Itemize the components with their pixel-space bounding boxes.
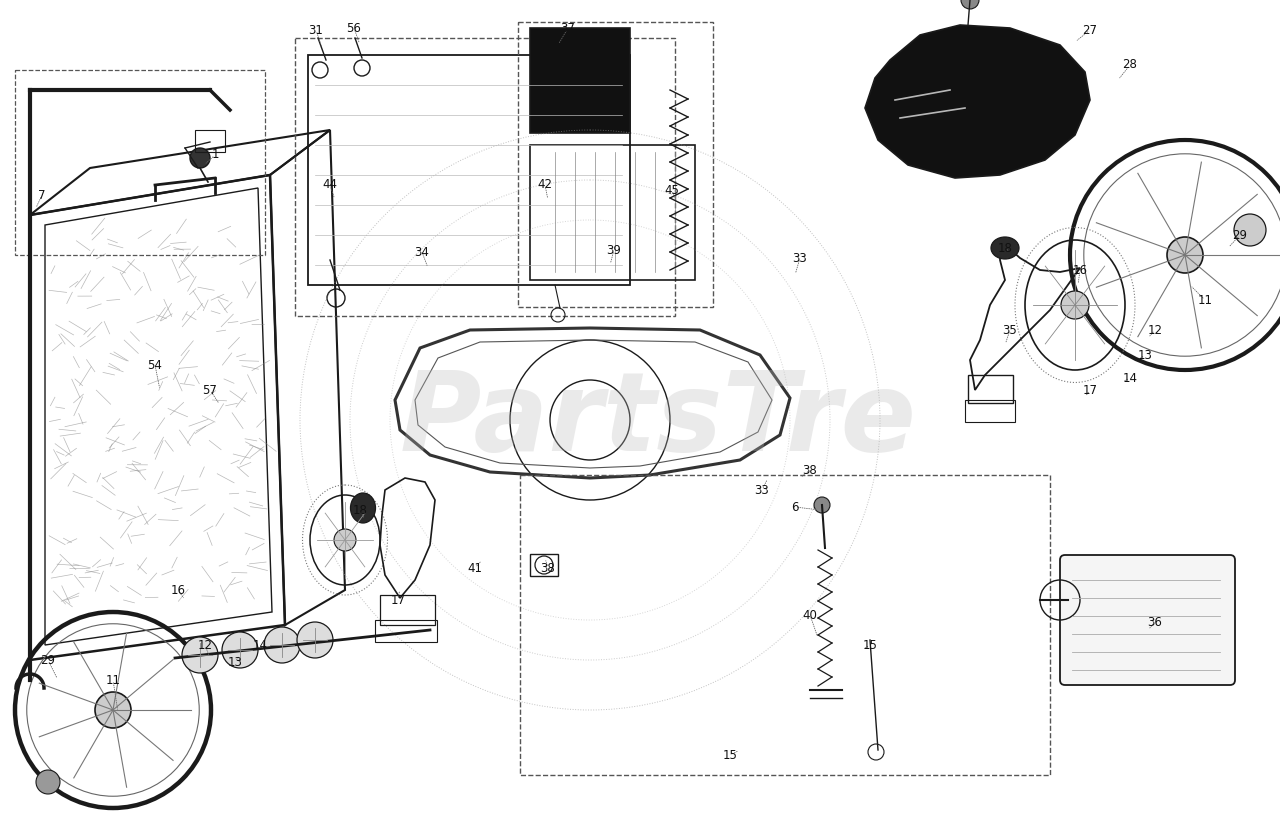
Circle shape — [182, 637, 218, 673]
Circle shape — [334, 529, 356, 551]
Text: 41: 41 — [467, 561, 483, 575]
Text: 31: 31 — [308, 24, 324, 36]
Text: 12: 12 — [197, 639, 212, 652]
Text: 40: 40 — [803, 608, 818, 621]
Text: 13: 13 — [1138, 349, 1152, 362]
Text: 35: 35 — [1002, 324, 1018, 336]
Text: 14: 14 — [252, 639, 268, 652]
Text: 27: 27 — [1083, 24, 1097, 36]
Bar — [965, 400, 1015, 422]
Text: 33: 33 — [755, 483, 769, 496]
Polygon shape — [865, 25, 1091, 178]
Text: 13: 13 — [228, 655, 242, 668]
Text: 12: 12 — [1147, 324, 1162, 336]
Circle shape — [814, 497, 829, 513]
Text: 56: 56 — [347, 21, 361, 35]
Circle shape — [297, 622, 333, 658]
Circle shape — [961, 0, 979, 9]
Circle shape — [264, 627, 300, 663]
Bar — [530, 554, 558, 576]
Circle shape — [221, 632, 259, 668]
Bar — [530, 145, 695, 280]
Text: 44: 44 — [323, 178, 338, 192]
Text: 54: 54 — [147, 358, 163, 372]
Text: 57: 57 — [202, 384, 218, 396]
Text: PartsTre: PartsTre — [399, 367, 916, 473]
Circle shape — [36, 770, 60, 794]
Text: 33: 33 — [792, 252, 808, 265]
Text: 38: 38 — [540, 561, 556, 575]
Ellipse shape — [991, 237, 1019, 259]
Circle shape — [95, 692, 131, 728]
Text: 15: 15 — [863, 639, 877, 652]
Text: 15: 15 — [723, 749, 737, 761]
Text: 1: 1 — [211, 149, 219, 161]
Circle shape — [1167, 237, 1203, 273]
Text: 17: 17 — [1083, 384, 1097, 396]
Circle shape — [1234, 214, 1266, 246]
Text: 14: 14 — [1123, 372, 1138, 385]
Text: 37: 37 — [561, 21, 576, 35]
Circle shape — [189, 148, 210, 168]
Bar — [195, 130, 225, 152]
Text: 42: 42 — [538, 178, 553, 192]
Text: 18: 18 — [997, 242, 1012, 255]
Bar — [380, 595, 435, 625]
Text: 7: 7 — [38, 188, 46, 201]
Text: 18: 18 — [352, 504, 367, 516]
FancyBboxPatch shape — [1060, 555, 1235, 685]
Text: 45: 45 — [664, 183, 680, 196]
Text: 16: 16 — [170, 584, 186, 597]
Text: 39: 39 — [607, 243, 621, 256]
Text: 34: 34 — [415, 246, 429, 258]
Text: 38: 38 — [803, 464, 818, 477]
Ellipse shape — [351, 493, 375, 523]
Bar — [375, 620, 436, 642]
Text: 16: 16 — [1073, 264, 1088, 276]
Text: 11: 11 — [105, 673, 120, 686]
Text: 17: 17 — [390, 593, 406, 607]
Circle shape — [1061, 291, 1089, 319]
Text: 6: 6 — [791, 501, 799, 514]
Text: 29: 29 — [1233, 229, 1248, 242]
Text: 11: 11 — [1198, 293, 1212, 307]
Bar — [530, 28, 630, 133]
Text: 29: 29 — [41, 653, 55, 667]
Bar — [968, 375, 1012, 403]
Text: 28: 28 — [1123, 58, 1138, 72]
Text: 36: 36 — [1148, 616, 1162, 629]
